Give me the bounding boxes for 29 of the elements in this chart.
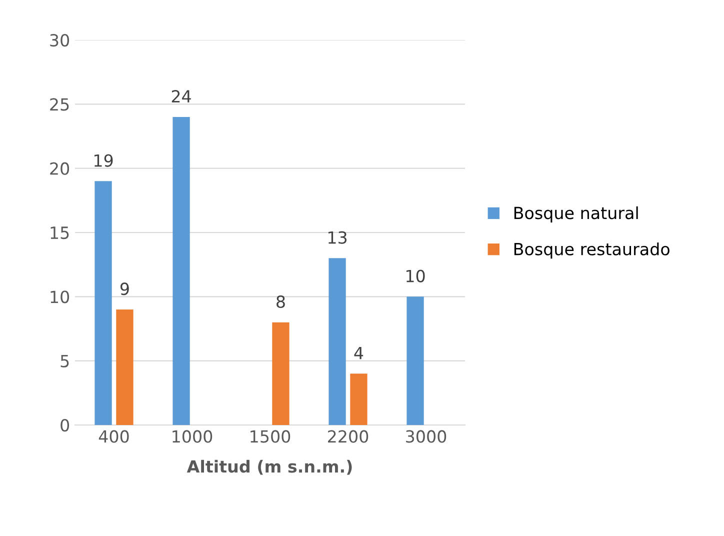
y-tick-label: 10 (50, 290, 70, 304)
y-tick-label: 30 (50, 34, 70, 47)
legend-label: Bosque natural (514, 206, 638, 222)
data-label: 10 (406, 270, 425, 282)
data-label: 9 (120, 282, 129, 296)
bar (272, 322, 290, 425)
bar (172, 117, 190, 425)
data-label: 4 (354, 346, 364, 360)
x-tick-label: 2200 (328, 430, 368, 443)
y-tick-label: 15 (50, 226, 69, 240)
bar (406, 296, 424, 425)
x-axis-title: Altitud (m s.n.m.) (186, 460, 352, 475)
data-label: 24 (172, 90, 191, 102)
x-tick-label: 1000 (172, 430, 212, 443)
bar (350, 374, 368, 425)
y-tick-label: 5 (60, 355, 69, 368)
legend-label: Bosque restaurado (514, 242, 670, 259)
x-tick-label: 1500 (250, 430, 290, 443)
data-label: 8 (276, 295, 285, 308)
bar (116, 310, 134, 425)
bar (328, 258, 346, 425)
y-tick-label: 20 (50, 162, 70, 175)
x-tick-label: 3000 (406, 430, 446, 443)
y-tick-label: 25 (50, 98, 69, 111)
data-label: 13 (328, 231, 347, 244)
data-label: 19 (94, 154, 113, 167)
x-tick-label: 400 (98, 430, 129, 443)
y-tick-label: 0 (60, 418, 70, 432)
bar (94, 181, 112, 425)
